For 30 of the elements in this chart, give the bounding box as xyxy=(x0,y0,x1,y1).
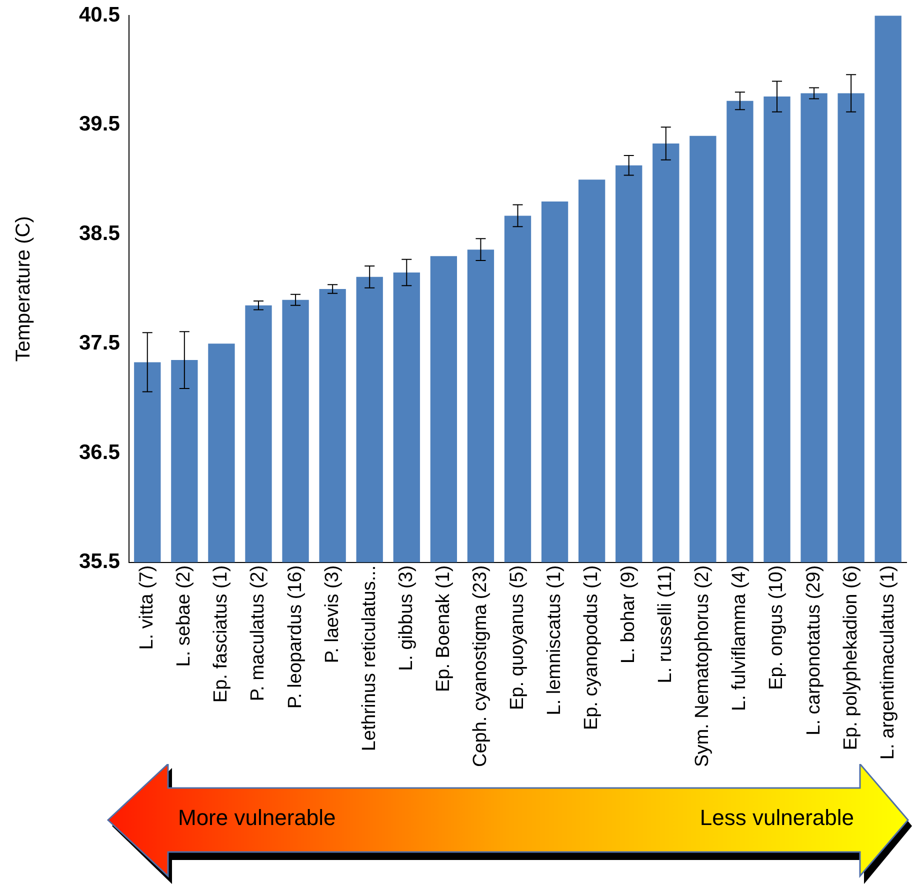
y-tick-label: 40.5 xyxy=(78,3,120,26)
y-tick-label: 39.5 xyxy=(78,112,120,136)
x-tick-label: Ep. cyanopodus (1) xyxy=(581,565,602,730)
x-tick-label: Sym. Nematophorus (2) xyxy=(692,565,714,767)
x-tick-label: P. maculatus (2) xyxy=(248,565,269,702)
x-tick-label: L. vitta (7) xyxy=(136,565,158,650)
x-tick-label: L. argentimaculatus (1) xyxy=(877,565,898,760)
x-tick-label: L. russelli (11) xyxy=(655,565,676,684)
x-tick-label: L. carponotatus (29) xyxy=(803,565,824,736)
x-tick-label: Ep. fasciatus (1) xyxy=(210,565,232,703)
y-tick-label: 36.5 xyxy=(78,440,120,464)
x-tick-label: L. fulviflamma (4) xyxy=(729,565,750,711)
x-tick-label: L. bohar (9) xyxy=(618,565,640,664)
x-tick-label: P. leopardus (16) xyxy=(284,565,306,709)
x-tick-label: Lethrinus reticulatus... xyxy=(358,565,380,752)
y-axis-title: Temperature (C) xyxy=(12,216,35,362)
y-tick-label: 37.5 xyxy=(78,331,120,354)
text: Less vulnerable xyxy=(700,805,854,831)
x-tick-label: L. gibbus (3) xyxy=(396,565,417,671)
x-tick-label: Ep. polyphekadion (6) xyxy=(840,565,862,750)
x-tick-label: Ep. Boenak (1) xyxy=(432,565,454,692)
x-tick-label: P. laevis (3) xyxy=(322,565,343,664)
x-tick-label: Ceph. cyanostigma (23) xyxy=(470,565,491,768)
x-tick-label: Ep. ongus (10) xyxy=(766,565,788,690)
x-tick-label: Ep. quoyanus (5) xyxy=(506,565,528,710)
text: More vulnerable xyxy=(178,805,336,831)
x-tick-label: L. lemniscatus (1) xyxy=(544,565,566,716)
x-tick-label: L. sebae (2) xyxy=(174,565,195,667)
y-tick-label: 38.5 xyxy=(78,222,120,246)
y-tick-label: 35.5 xyxy=(78,550,120,574)
